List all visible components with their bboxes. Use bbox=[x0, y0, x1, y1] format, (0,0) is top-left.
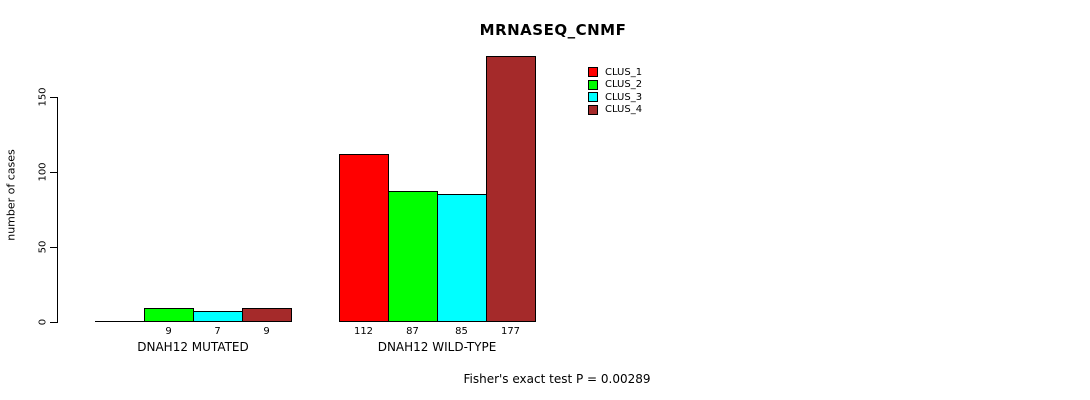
y-tick bbox=[50, 172, 57, 173]
bar-value-label: 177 bbox=[500, 326, 521, 337]
bar-CLUS_4 bbox=[486, 56, 536, 322]
legend-item: CLUS_2 bbox=[588, 79, 642, 91]
bar-CLUS_4 bbox=[242, 308, 292, 322]
bar-CLUS_1 bbox=[95, 321, 145, 322]
bar-CLUS_2 bbox=[144, 308, 194, 322]
bar-CLUS_1 bbox=[339, 154, 389, 322]
y-tick-label: 150 bbox=[37, 87, 49, 107]
y-tick-label: 50 bbox=[37, 240, 49, 254]
bar-value-label: 87 bbox=[406, 326, 419, 337]
bar-value-label: 85 bbox=[455, 326, 468, 337]
bar-value-label: 112 bbox=[353, 326, 374, 337]
legend-swatch-CLUS_2 bbox=[588, 79, 598, 90]
legend-item: CLUS_1 bbox=[588, 66, 642, 78]
chart-title: MRNASEQ_CNMF bbox=[479, 21, 627, 39]
bar-value-label: 9 bbox=[165, 326, 172, 337]
y-axis bbox=[57, 97, 58, 323]
legend-item: CLUS_4 bbox=[588, 104, 642, 116]
y-tick bbox=[50, 322, 57, 323]
y-tick-label: 0 bbox=[37, 318, 49, 326]
bar-CLUS_3 bbox=[437, 194, 487, 322]
legend-item: CLUS_3 bbox=[588, 91, 642, 103]
y-tick-label: 100 bbox=[37, 162, 49, 182]
legend-swatch-CLUS_4 bbox=[588, 104, 598, 115]
legend-label: CLUS_2 bbox=[605, 79, 643, 90]
bar-value-label: 9 bbox=[263, 326, 270, 337]
category-label: DNAH12 WILD-TYPE bbox=[377, 340, 497, 354]
y-tick bbox=[50, 247, 57, 248]
y-axis-label: number of cases bbox=[4, 149, 18, 241]
legend-label: CLUS_3 bbox=[605, 91, 643, 103]
legend-label: CLUS_4 bbox=[605, 104, 643, 115]
bar-value-label: 7 bbox=[214, 326, 221, 337]
y-tick bbox=[50, 97, 57, 98]
legend-label: CLUS_1 bbox=[605, 66, 643, 78]
legend-swatch-CLUS_3 bbox=[588, 92, 598, 102]
annotation-fisher-test: Fisher's exact test P = 0.00289 bbox=[463, 372, 651, 386]
category-label: DNAH12 MUTATED bbox=[137, 340, 249, 354]
legend-swatch-CLUS_1 bbox=[588, 67, 598, 77]
bar-CLUS_2 bbox=[388, 191, 438, 322]
bar-CLUS_3 bbox=[193, 311, 243, 322]
